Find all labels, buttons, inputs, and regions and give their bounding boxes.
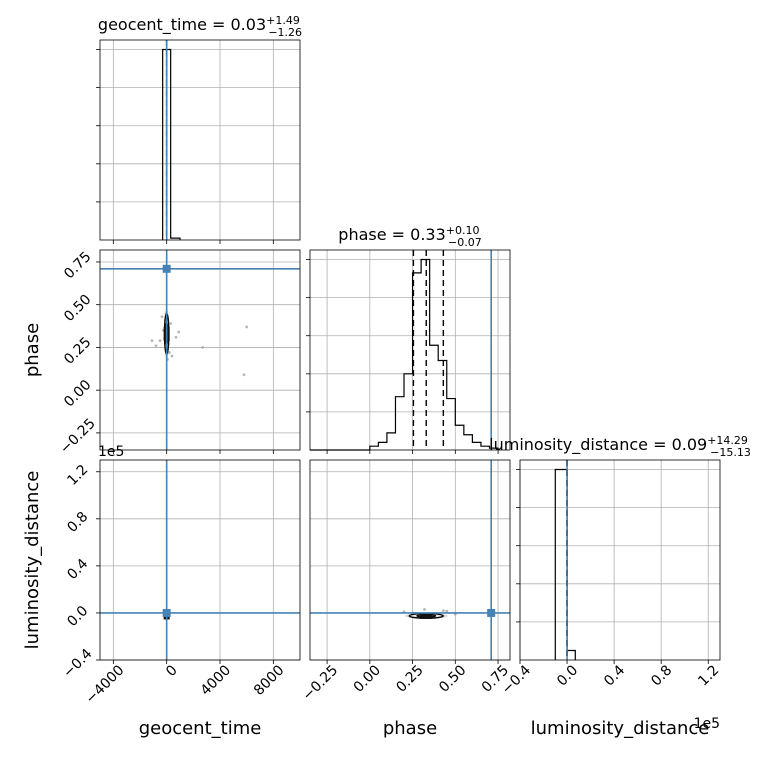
y-tick-label-luminosity_distance-0: −0.4 xyxy=(60,646,95,681)
x-tick-label-phase-0: −0.25 xyxy=(300,662,342,704)
y-tick-label-luminosity_distance-1: 0.0 xyxy=(64,603,91,630)
x-tick-label-geocent_time-0: −4000 xyxy=(83,662,128,707)
x-tick-label-geocent_time-1: 0 xyxy=(163,662,181,680)
scatter-point-geocent_time-phase-8 xyxy=(158,339,162,342)
panel-frame-geocent_time xyxy=(99,39,301,241)
y-tick-label-phase-3: 0.50 xyxy=(61,292,94,325)
scatter-point-phase-luminosity_distance-6 xyxy=(441,609,445,612)
scatter-point-geocent_time-phase-17 xyxy=(160,315,164,319)
scatter-point-geocent_time-phase-12 xyxy=(245,325,249,329)
x-tick-label-luminosity_distance-1: 0.0 xyxy=(554,662,581,689)
x-tick-label-phase-2: 0.25 xyxy=(393,662,426,695)
x-tick-label-phase-1: 0.00 xyxy=(351,662,384,695)
density-core xyxy=(420,612,433,619)
y-tick-label-luminosity_distance-2: 0.4 xyxy=(64,556,91,583)
panel-frame-luminosity_distance xyxy=(519,459,721,661)
x-tick-label-luminosity_distance-2: 0.4 xyxy=(601,662,628,689)
y-tick-label-luminosity_distance-3: 0.8 xyxy=(64,509,91,536)
y-tick-label-phase-2: 0.25 xyxy=(61,334,94,367)
y-tick-label-phase-1: 0.00 xyxy=(61,377,94,410)
y-tick-label-phase-0: −0.25 xyxy=(57,416,99,458)
truth-marker-geocent_time-luminosity_distance xyxy=(162,608,171,617)
title-phase: phase = 0.33+0.10 −0.07 xyxy=(338,224,481,249)
scatter-point-geocent_time-phase-15 xyxy=(177,330,181,334)
scatter-point-phase-luminosity_distance-5 xyxy=(423,608,426,611)
title-geocent_time: geocent_time = 0.03+1.49 −1.26 xyxy=(98,14,302,39)
scatter-point-geocent_time-phase-14 xyxy=(154,344,158,348)
histogram-phase xyxy=(310,258,499,451)
scatter-point-geocent_time-phase-3 xyxy=(167,351,171,354)
scatter-point-geocent_time-phase-13 xyxy=(242,373,246,377)
y-offset-text-luminosity_distance: 1e5 xyxy=(98,444,124,460)
panel-frame-phase-luminosity_distance xyxy=(309,459,511,661)
y-axis-label-luminosity_distance: luminosity_distance xyxy=(22,471,43,650)
histogram-geocent_time xyxy=(162,48,181,240)
scatter-point-geocent_time-phase-7 xyxy=(169,322,173,325)
x-axis-label-geocent_time: geocent_time xyxy=(139,718,262,739)
x-tick-label-geocent_time-2: 4000 xyxy=(198,662,235,699)
histogram-luminosity_distance xyxy=(554,468,576,660)
scatter-point-geocent_time-phase-9 xyxy=(174,335,178,339)
truth-marker-phase-luminosity_distance xyxy=(487,608,496,617)
truth-marker-geocent_time-phase xyxy=(162,264,171,273)
scatter-point-phase-luminosity_distance-1 xyxy=(445,609,449,613)
x-tick-label-luminosity_distance-4: 1.2 xyxy=(695,662,722,689)
pair-geocent_time-phase xyxy=(150,308,249,377)
scatter-point-geocent_time-phase-16 xyxy=(170,354,174,358)
y-axis-label-phase: phase xyxy=(22,323,43,377)
x-axis-label-phase: phase xyxy=(383,718,437,739)
panel-frame-phase xyxy=(309,249,511,451)
x-tick-label-phase-3: 0.50 xyxy=(436,662,469,695)
x-offset-text-luminosity_distance: 1e5 xyxy=(694,716,720,732)
x-tick-label-geocent_time-3: 8000 xyxy=(251,662,288,699)
panel-frame-geocent_time-luminosity_distance xyxy=(99,459,301,661)
panel-frame-geocent_time-phase xyxy=(99,249,301,451)
title-luminosity_distance: luminosity_distance = 0.09+14.29 −15.13 xyxy=(489,434,751,459)
x-tick-label-luminosity_distance-3: 0.8 xyxy=(648,662,675,689)
scatter-point-geocent_time-phase-11 xyxy=(201,346,205,349)
x-axis-label-luminosity_distance: luminosity_distance xyxy=(531,718,710,739)
y-tick-label-luminosity_distance-4: 1.2 xyxy=(64,462,91,489)
scatter-point-geocent_time-phase-10 xyxy=(150,339,154,342)
y-tick-label-phase-4: 0.75 xyxy=(61,249,94,282)
